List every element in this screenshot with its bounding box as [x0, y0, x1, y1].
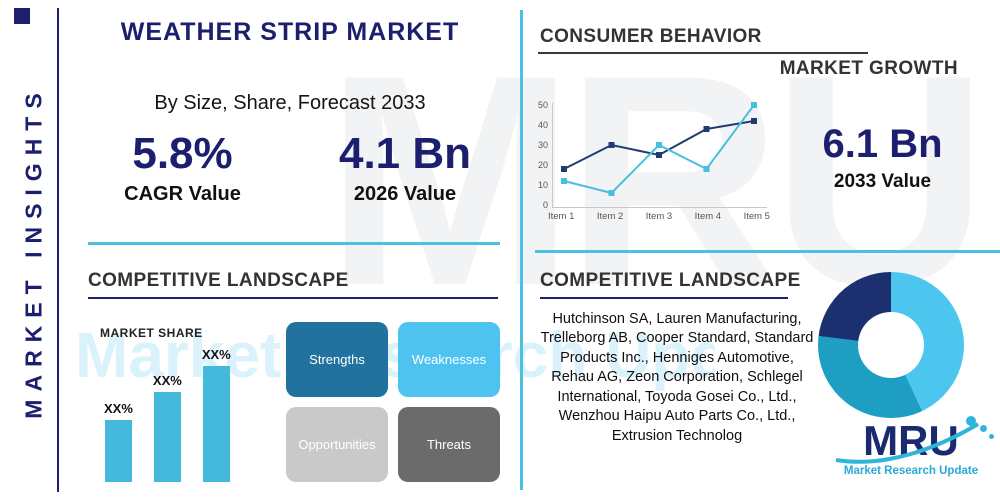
swot-cell-opportunities: Opportunities: [286, 407, 388, 482]
market-share-bar-chart: XX% XX% XX%: [104, 344, 231, 482]
mru-logo: MRU Market Research Update: [826, 416, 996, 477]
teal-series-marker: [608, 190, 615, 196]
left-vertical-rule: [57, 8, 59, 492]
navy-series-marker: [561, 166, 567, 172]
x-tick-label: Item 1: [548, 211, 575, 222]
y-tick-label: 10: [537, 180, 548, 190]
y-tick-label: 50: [537, 100, 548, 110]
cagr-label: CAGR Value: [124, 183, 241, 205]
market-growth-title: MARKET GROWTH: [779, 58, 958, 79]
navy-series-marker: [608, 142, 615, 148]
bar-rect: [202, 366, 230, 482]
line-chart-svg: [561, 102, 757, 196]
swot-cell-threats: Threats: [398, 407, 500, 482]
x-tick-label: Item 3: [645, 211, 673, 222]
bar-value-label: XX%: [152, 373, 182, 388]
value-2033-label: 2033 Value: [833, 171, 932, 192]
donut-chart: [818, 272, 964, 418]
page-subtitle: By Size, Share, Forecast 2033: [154, 92, 426, 114]
logo-wordmark: MRU: [826, 420, 996, 464]
right-horizontal-divider: [535, 250, 1000, 253]
teal-series-marker: [703, 166, 710, 172]
x-tick-label: Item 2: [596, 211, 624, 222]
cagr-stat: 5.8% CAGR Value: [90, 132, 275, 206]
consumer-behavior-title: CONSUMER BEHAVIOR: [540, 26, 762, 47]
navy-series-marker: [703, 126, 710, 132]
value-2026-stat: 4.1 Bn 2026 Value: [305, 132, 505, 206]
x-tick-label: Item 4: [694, 211, 722, 222]
bar-value-label: XX%: [104, 401, 133, 416]
competitive-landscape-right-title: COMPETITIVE LANDSCAPE: [540, 270, 801, 291]
swot-grid: Strengths Weaknesses Opportunities Threats: [286, 322, 500, 482]
teal-series-marker: [751, 102, 757, 108]
cagr-value: 5.8%: [132, 129, 233, 178]
logo-droplet-icon: [980, 425, 987, 432]
teal-series-marker: [561, 178, 567, 184]
market-share-label: MARKET SHARE: [100, 326, 203, 340]
company-list: Hutchinson SA, Lauren Manufacturing, Tre…: [540, 311, 814, 444]
line-chart-frame: [552, 103, 767, 208]
swot-cell-strengths: Strengths: [286, 322, 388, 397]
competitive-left-underline: [88, 297, 498, 299]
y-tick-label: 30: [537, 140, 548, 150]
center-vertical-divider: [520, 10, 523, 490]
donut-hole: [858, 312, 924, 378]
y-tick-label: 20: [537, 160, 548, 170]
watermark-text: Market Research Update: [75, 319, 715, 391]
y-tick-label: 0: [542, 200, 548, 210]
teal-series: [563, 104, 755, 195]
value-2026-value: 4.1 Bn: [338, 129, 472, 178]
value-2026-label: 2026 Value: [353, 183, 457, 205]
logo-tagline: Market Research Update: [843, 465, 979, 477]
competitive-landscape-left-title: COMPETITIVE LANDSCAPE: [88, 270, 349, 291]
bar-value-label: XX%: [201, 347, 231, 362]
consumer-behavior-underline: [538, 52, 868, 54]
line-chart-yticks: 50 40 30 20 10 0: [530, 100, 548, 210]
navy-series-marker: [656, 152, 662, 158]
left-horizontal-divider: [88, 242, 500, 245]
y-tick-label: 40: [537, 120, 548, 130]
market-share-bar: XX%: [104, 401, 133, 482]
competitive-right-underline: [540, 297, 788, 299]
teal-series-marker: [656, 142, 662, 148]
logo-droplet-icon: [966, 416, 976, 426]
page-title: WEATHER STRIP MARKET: [120, 18, 460, 46]
logo-droplet-icon: [989, 434, 994, 439]
bar-rect: [104, 420, 132, 482]
navy-series-marker: [751, 118, 757, 124]
line-chart-xlabels: Item 1 Item 2 Item 3 Item 4 Item 5: [548, 211, 770, 222]
market-share-bar: XX%: [153, 373, 182, 482]
vertical-market-insights-label: MARKET INSIGHTS: [20, 85, 47, 419]
corner-accent-square: [14, 8, 30, 24]
market-share-bar: XX%: [202, 347, 231, 482]
value-2033-stat: 6.1 Bn 2033 Value: [795, 124, 970, 193]
bar-rect: [153, 392, 181, 482]
swot-cell-weaknesses: Weaknesses: [398, 322, 500, 397]
value-2033-value: 6.1 Bn: [822, 122, 943, 166]
x-tick-label: Item 5: [743, 211, 770, 222]
